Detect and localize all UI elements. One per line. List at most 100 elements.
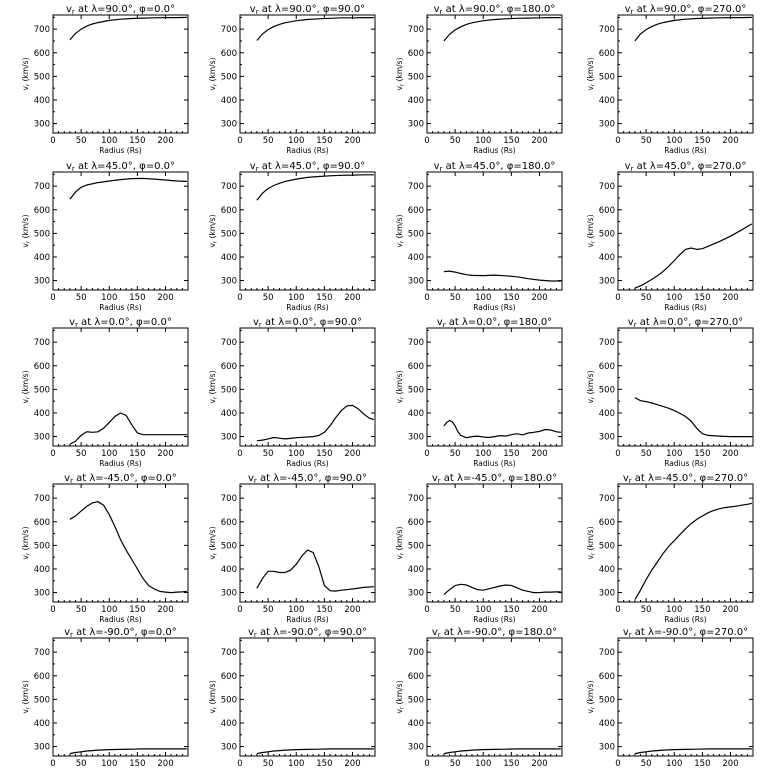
x-axis-label: Radius (Rs) (99, 615, 142, 624)
panel-title: vr at λ=-90.0°, φ=270.0° (623, 627, 748, 639)
y-tick-label: 600 (408, 672, 424, 682)
velocity-curve (634, 16, 752, 42)
plot-frame (617, 14, 754, 134)
y-tick-label: 500 (34, 695, 50, 705)
y-tick-label: 600 (599, 49, 615, 59)
x-axis-label: Radius (Rs) (473, 459, 516, 468)
x-tick-label: 150 (694, 449, 710, 459)
y-tick-label: 500 (34, 385, 50, 395)
x-tick-label: 200 (722, 136, 738, 146)
y-axis-label: vr (km/s) (395, 370, 406, 403)
y-tick-label: 300 (34, 743, 50, 753)
plot-frame (52, 327, 189, 447)
y-tick-label: 500 (221, 229, 237, 239)
x-tick-label: 50 (641, 605, 652, 615)
y-axis-label: vr (km/s) (395, 680, 406, 713)
x-tick-label: 150 (694, 605, 710, 615)
plot-frame (52, 14, 189, 134)
x-tick-label: 0 (50, 605, 55, 615)
plot-frame (617, 327, 754, 447)
y-tick-label: 400 (221, 253, 237, 263)
x-tick-label: 150 (129, 136, 145, 146)
x-tick-label: 200 (722, 605, 738, 615)
y-axis-label: vr (km/s) (586, 370, 597, 403)
velocity-curve (69, 501, 187, 594)
x-tick-label: 50 (450, 449, 461, 459)
panel-title: vr at λ=0.0°, φ=90.0° (253, 317, 362, 329)
x-tick-label: 50 (450, 293, 461, 303)
x-tick-label: 0 (50, 759, 55, 768)
panel: vr at λ=-45.0°, φ=0.0° 0 50 100 150 200 300 400… (21, 473, 189, 624)
panel-title: vr at λ=90.0°, φ=180.0° (434, 4, 556, 16)
y-tick-label: 500 (408, 72, 424, 82)
x-tick-label: 150 (503, 605, 519, 615)
panel-title: vr at λ=90.0°, φ=90.0° (250, 4, 365, 16)
y-tick-label: 300 (408, 277, 424, 287)
y-tick-label: 300 (599, 120, 615, 130)
y-tick-label: 600 (221, 206, 237, 216)
x-tick-label: 0 (50, 293, 55, 303)
panel: vr at λ=-45.0°, φ=180.0° 0 50 100 150 200 300 4… (395, 473, 563, 624)
plot-frame (239, 14, 376, 134)
x-tick-label: 150 (503, 759, 519, 768)
panel: vr at λ=-45.0°, φ=90.0° 0 50 100 150 200 300 40… (208, 473, 376, 624)
x-axis-label: Radius (Rs) (664, 459, 707, 468)
x-axis-label: Radius (Rs) (286, 303, 329, 312)
plot-frame (239, 327, 376, 447)
x-tick-label: 200 (531, 759, 547, 768)
y-tick-label: 500 (599, 695, 615, 705)
x-tick-label: 200 (722, 293, 738, 303)
x-tick-label: 50 (263, 449, 274, 459)
x-tick-label: 100 (101, 605, 117, 615)
x-tick-label: 200 (157, 759, 173, 768)
x-tick-label: 100 (288, 449, 304, 459)
x-tick-label: 200 (344, 759, 360, 768)
y-tick-label: 600 (599, 672, 615, 682)
x-tick-label: 100 (666, 449, 682, 459)
x-tick-label: 150 (129, 449, 145, 459)
panel: vr at λ=45.0°, φ=0.0° 0 50 100 150 200 300 400 5… (21, 161, 189, 312)
y-tick-label: 300 (408, 120, 424, 130)
panel-title: vr at λ=-90.0°, φ=180.0° (432, 627, 557, 639)
x-tick-label: 100 (288, 293, 304, 303)
y-tick-label: 300 (34, 120, 50, 130)
y-tick-label: 600 (408, 49, 424, 59)
y-tick-label: 700 (34, 494, 50, 504)
x-tick-label: 50 (641, 449, 652, 459)
y-tick-label: 400 (34, 719, 50, 729)
y-axis-label: vr (km/s) (208, 214, 219, 247)
y-axis-label: vr (km/s) (586, 214, 597, 247)
panel: vr at λ=0.0°, φ=270.0° 0 50 100 150 200 300 400… (586, 317, 754, 468)
x-tick-label: 200 (531, 605, 547, 615)
x-tick-label: 50 (76, 605, 87, 615)
x-tick-label: 0 (615, 605, 620, 615)
y-tick-label: 600 (599, 206, 615, 216)
plot-frame (52, 171, 189, 291)
y-tick-label: 700 (408, 338, 424, 348)
y-tick-label: 400 (599, 719, 615, 729)
x-tick-label: 100 (666, 136, 682, 146)
y-tick-label: 500 (221, 541, 237, 551)
y-tick-label: 300 (599, 589, 615, 599)
y-axis-label: vr (km/s) (395, 57, 406, 90)
y-tick-label: 500 (34, 72, 50, 82)
x-tick-label: 150 (129, 605, 145, 615)
x-tick-label: 200 (344, 605, 360, 615)
y-tick-label: 300 (221, 743, 237, 753)
y-tick-label: 500 (599, 541, 615, 551)
x-tick-label: 150 (316, 293, 332, 303)
velocity-curve (634, 397, 752, 438)
x-axis-label: Radius (Rs) (664, 303, 707, 312)
velocity-curve (69, 412, 187, 445)
y-tick-label: 500 (221, 72, 237, 82)
panel: vr at λ=45.0°, φ=270.0° 0 50 100 150 200 300 40… (586, 161, 754, 312)
y-tick-label: 600 (34, 672, 50, 682)
plot-frame (52, 637, 189, 757)
y-tick-label: 300 (599, 277, 615, 287)
x-tick-label: 200 (344, 449, 360, 459)
x-tick-label: 200 (157, 605, 173, 615)
y-axis-label: vr (km/s) (21, 57, 32, 90)
y-tick-label: 600 (408, 362, 424, 372)
y-tick-label: 400 (408, 253, 424, 263)
x-tick-label: 0 (615, 759, 620, 768)
